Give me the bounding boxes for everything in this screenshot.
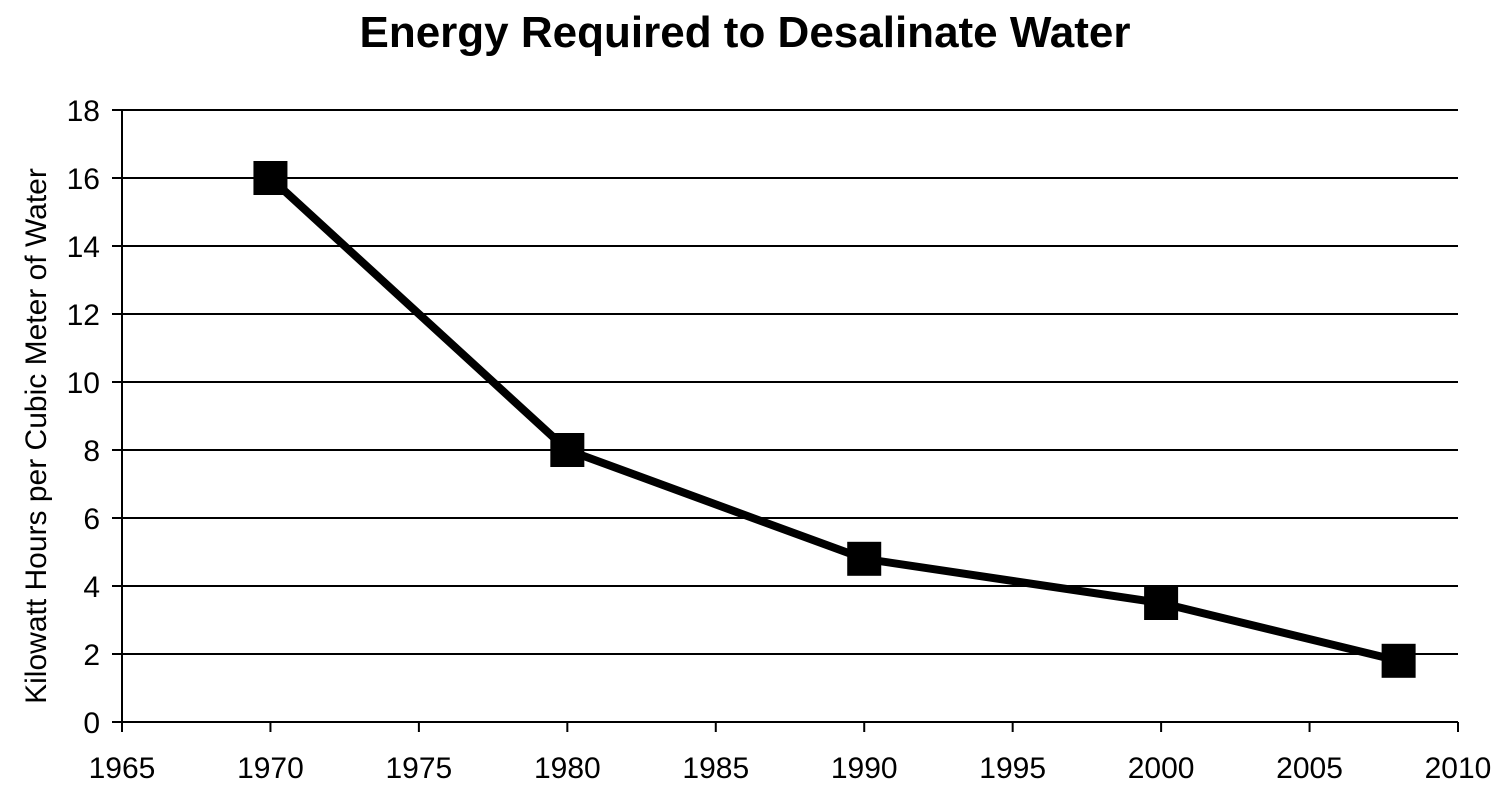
data-point-marker — [253, 161, 288, 195]
x-tick-label: 1985 — [682, 752, 749, 785]
x-tick-label: 1965 — [89, 752, 156, 785]
y-tick-label: 14 — [67, 231, 100, 264]
y-tick-label: 2 — [83, 639, 100, 672]
x-tick-label: 1970 — [237, 752, 304, 785]
data-point-marker — [1144, 586, 1179, 620]
x-tick-label: 2005 — [1276, 752, 1343, 785]
x-tick-label: 1995 — [979, 752, 1046, 785]
y-tick-label: 18 — [67, 95, 100, 128]
data-point-marker — [550, 433, 585, 467]
data-point-marker — [847, 541, 882, 576]
series-line — [267, 175, 1400, 665]
x-axis-ticks: 1965 1970 1975 1980 1985 1990 1995 2000 2005 2010 — [89, 722, 1492, 785]
y-tick-label: 12 — [67, 299, 100, 332]
chart-title: Energy Required to Desalinate Water — [359, 8, 1131, 57]
y-tick-label: 10 — [67, 367, 100, 400]
x-tick-label: 1975 — [386, 752, 453, 785]
x-tick-label: 1990 — [831, 752, 898, 785]
y-tick-label: 0 — [83, 707, 100, 740]
series-group — [253, 161, 1416, 678]
x-tick-label: 1980 — [534, 752, 601, 785]
y-tick-label: 16 — [67, 163, 100, 196]
y-axis-title: Kilowatt Hours per Cubic Meter of Water — [20, 168, 53, 704]
x-tick-label: 2010 — [1425, 752, 1492, 785]
x-tick-label: 2000 — [1128, 752, 1195, 785]
data-point-marker — [1381, 643, 1416, 678]
gridlines — [122, 109, 1458, 655]
y-tick-label: 8 — [83, 435, 100, 468]
y-tick-label: 4 — [83, 571, 100, 604]
y-tick-label: 6 — [83, 503, 100, 536]
y-axis-ticks: 0 2 4 6 8 10 12 14 16 18 — [67, 95, 122, 740]
axes — [121, 110, 1458, 723]
